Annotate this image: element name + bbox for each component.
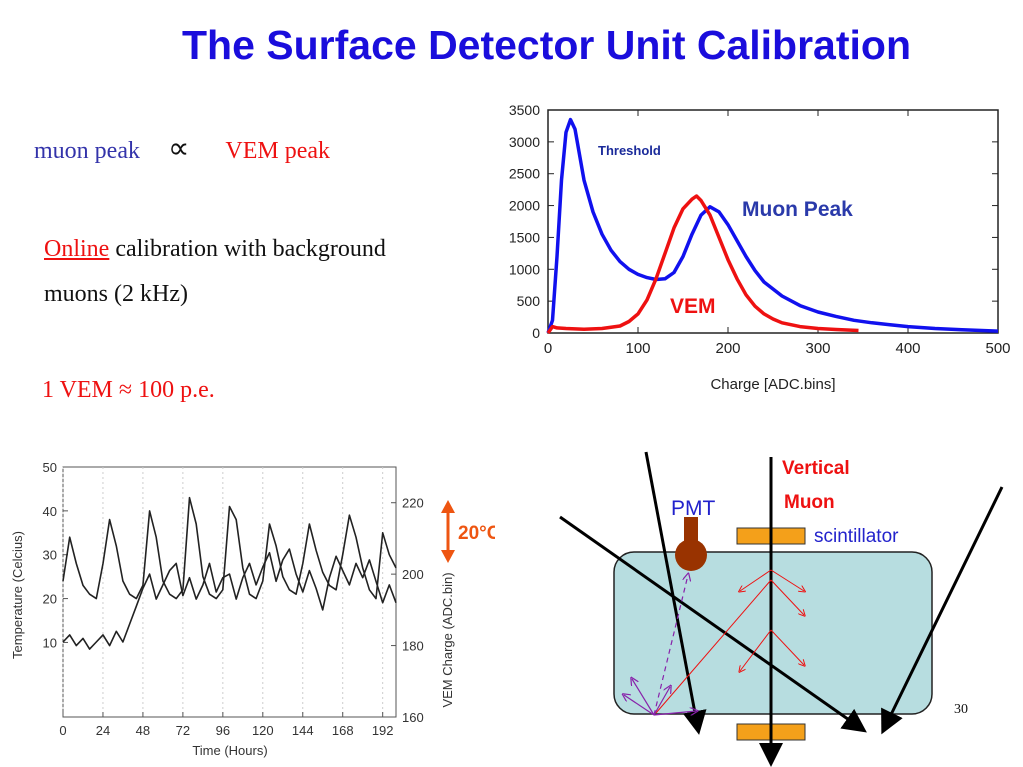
detector-diagram: PMT Vertical Muon scintillator bbox=[559, 451, 1004, 767]
proportional-symbol: ∝ bbox=[167, 132, 190, 165]
y-tick-label: 3000 bbox=[509, 134, 540, 150]
proportionality-line: muon peak ∝ VEM peak bbox=[34, 131, 330, 166]
y-tick-label: 1500 bbox=[509, 229, 540, 245]
temperature-range-annotation: 20°C bbox=[458, 523, 495, 544]
y-tick-label: 20 bbox=[43, 592, 57, 607]
y-tick-label: 10 bbox=[43, 635, 57, 650]
water-tank bbox=[613, 551, 933, 715]
muons-rate-line: muons (2 kHz) bbox=[44, 281, 188, 307]
muon-peak-text: muon peak bbox=[34, 138, 140, 164]
muon-series-line bbox=[546, 117, 999, 334]
temperature-vem-chart: 10 20 30 40 50 160 180 200 220 0 24 48 72 96 120 144 1… bbox=[0, 455, 495, 767]
vem-series-line bbox=[546, 194, 859, 335]
y-tick-label-right: 160 bbox=[402, 710, 424, 725]
y-tick-label-right: 200 bbox=[402, 567, 424, 582]
muon-label: Muon bbox=[784, 492, 835, 513]
online-word: Online bbox=[44, 236, 110, 262]
series-group bbox=[62, 496, 397, 650]
y-axis-label-left: Temperature (Celcius) bbox=[10, 531, 25, 659]
chart-background bbox=[0, 455, 495, 767]
plot-frame bbox=[547, 109, 999, 334]
series-group bbox=[546, 117, 999, 335]
x-tick-label: 300 bbox=[805, 340, 830, 357]
y-tick-label: 50 bbox=[43, 460, 57, 475]
pmt-icon bbox=[675, 517, 707, 571]
reflected-light-paths bbox=[624, 575, 696, 715]
calibration-text: calibration with background bbox=[109, 236, 386, 262]
slide-title: The Surface Detector Unit Calibration bbox=[181, 22, 911, 68]
x-ticks: 0 100 200 300 400 500 bbox=[544, 110, 1011, 357]
x-tick-label: 0 bbox=[544, 340, 552, 357]
x-ticks: 0 24 48 72 96 120 144 168 192 bbox=[59, 712, 394, 738]
y-axis-label-right: VEM Charge (ADC.bin) bbox=[440, 572, 455, 707]
y-ticks-left: 10 20 30 40 50 bbox=[43, 460, 68, 650]
y-ticks-right: 160 180 200 220 bbox=[391, 496, 424, 725]
online-calibration-line: Online calibration with background bbox=[44, 236, 386, 263]
y-tick-label: 2500 bbox=[509, 166, 540, 182]
y-tick-label: 0 bbox=[532, 325, 540, 341]
y-tick-label: 3500 bbox=[509, 102, 540, 118]
x-axis-label: Time (Hours) bbox=[192, 743, 267, 758]
vem-annotation: VEM bbox=[670, 295, 716, 318]
x-tick-label: 48 bbox=[136, 723, 150, 738]
scintillator-label: scintillator bbox=[814, 526, 899, 547]
page-number: 30 bbox=[954, 702, 968, 717]
y-tick-label: 30 bbox=[43, 548, 57, 563]
x-tick-label: 144 bbox=[292, 723, 314, 738]
pmt-label: PMT bbox=[671, 497, 716, 520]
muon-peak-annotation: Muon Peak bbox=[742, 198, 853, 221]
vem-charge-series-line bbox=[62, 548, 397, 650]
vem-pe-text: 1 VEM ≈ 100 p.e. bbox=[42, 377, 215, 403]
x-tick-label: 120 bbox=[252, 723, 274, 738]
x-tick-label: 200 bbox=[715, 340, 740, 357]
vertical-label: Vertical bbox=[782, 458, 850, 479]
charge-histogram-chart: 0 500 1000 1500 2000 2500 3000 3500 0 100 200 300 4… bbox=[480, 95, 1023, 400]
x-axis-label: Charge [ADC.bins] bbox=[710, 376, 835, 393]
muon-track-right bbox=[881, 486, 1004, 735]
x-tick-label: 72 bbox=[176, 723, 190, 738]
y-tick-label: 40 bbox=[43, 504, 57, 519]
x-tick-label: 24 bbox=[96, 723, 110, 738]
y-tick-label-right: 220 bbox=[402, 496, 424, 511]
y-tick-label: 2000 bbox=[509, 198, 540, 214]
x-tick-label: 400 bbox=[895, 340, 920, 357]
muon-track-diagonal bbox=[559, 515, 867, 733]
chart-background bbox=[480, 95, 1023, 400]
x-tick-label: 96 bbox=[216, 723, 230, 738]
x-tick-label: 168 bbox=[332, 723, 354, 738]
x-tick-label: 500 bbox=[985, 340, 1010, 357]
x-tick-label: 192 bbox=[372, 723, 394, 738]
cherenkov-light-paths bbox=[655, 569, 804, 714]
x-tick-label: 0 bbox=[59, 723, 66, 738]
vem-peak-text: VEM peak bbox=[225, 138, 331, 164]
y-tick-label-right: 180 bbox=[402, 639, 424, 654]
threshold-annotation: Threshold bbox=[598, 143, 661, 158]
x-tick-label: 100 bbox=[625, 340, 650, 357]
temperature-range-arrow bbox=[441, 500, 455, 563]
y-ticks: 0 500 1000 1500 2000 2500 3000 3500 bbox=[509, 102, 998, 341]
muon-track-left bbox=[644, 451, 707, 735]
y-tick-label: 1000 bbox=[509, 261, 540, 277]
y-tick-label: 500 bbox=[517, 293, 541, 309]
